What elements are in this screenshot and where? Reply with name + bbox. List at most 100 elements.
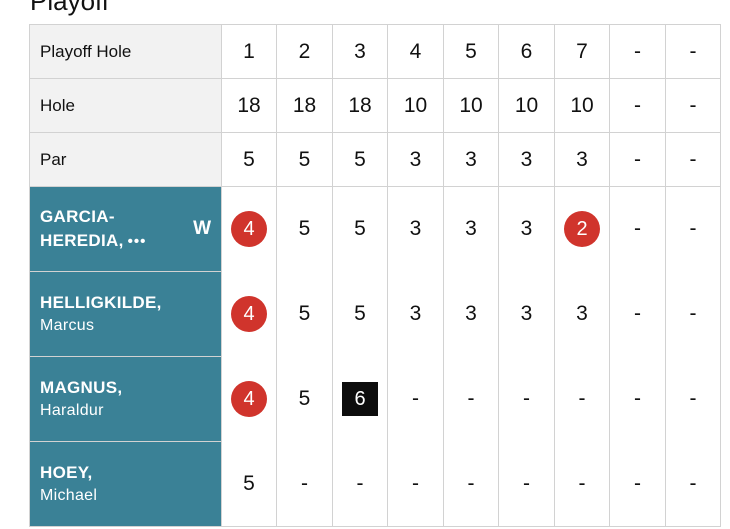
score-cell: 3 bbox=[498, 271, 555, 357]
score-cell: - bbox=[498, 356, 555, 442]
score-cell: 5 bbox=[332, 271, 388, 357]
player-row: MAGNUS, Haraldur 4 5 6 - - - - - - bbox=[29, 356, 721, 442]
score-value: 3 bbox=[520, 217, 533, 241]
player-last-name: HELLIGKILDE, bbox=[40, 293, 162, 312]
score-cell: 5 bbox=[276, 271, 333, 357]
header-cell: 18 bbox=[276, 78, 333, 133]
player-first-name: Haraldur bbox=[40, 402, 104, 419]
player-name-cell[interactable]: HELLIGKILDE, Marcus bbox=[29, 271, 222, 357]
player-name-line2: HEREDIA, ••• bbox=[40, 229, 213, 253]
header-cell: - bbox=[609, 78, 666, 133]
ellipsis-icon: ••• bbox=[127, 232, 147, 250]
score-cell: 5 bbox=[276, 186, 333, 272]
score-value: - bbox=[634, 471, 641, 495]
score-value: - bbox=[689, 302, 697, 325]
row-label: Hole bbox=[29, 78, 222, 133]
score-cell: 5 bbox=[221, 441, 277, 527]
player-last-name: HOEY, bbox=[40, 463, 93, 482]
playoff-scorecard-table: Playoff Hole 1 2 3 4 5 6 7- - Hole 18 18 18 10 10 10 10-… bbox=[29, 24, 721, 527]
header-cell: 4 bbox=[387, 24, 444, 79]
score-value: - bbox=[634, 217, 641, 241]
birdie-score: 2 bbox=[564, 211, 600, 248]
score-value: - bbox=[578, 471, 586, 495]
player-name-cell[interactable]: HOEY, Michael bbox=[29, 441, 222, 527]
header-cell: 6 bbox=[498, 24, 555, 79]
score-value: 5 bbox=[298, 302, 311, 325]
score-value: - bbox=[634, 387, 641, 410]
score-value: - bbox=[689, 217, 697, 241]
score-value: - bbox=[301, 471, 308, 495]
score-value: - bbox=[523, 387, 530, 410]
player-name-cell[interactable]: MAGNUS, Haraldur bbox=[29, 356, 222, 442]
score-cell: - bbox=[276, 441, 333, 527]
score-value: - bbox=[634, 302, 641, 325]
player-name-cell[interactable]: GARCIA- HEREDIA, ••• W bbox=[29, 186, 222, 272]
header-cell: - bbox=[665, 24, 721, 79]
header-cell: 10 bbox=[387, 78, 444, 133]
header-cell: 10 bbox=[443, 78, 499, 133]
header-cell: 3 bbox=[387, 132, 444, 187]
score-cell: - bbox=[387, 441, 444, 527]
header-cell: 1 bbox=[221, 24, 277, 79]
score-cell: 4 bbox=[221, 356, 277, 442]
score-cell: - bbox=[609, 186, 666, 272]
header-cell: 3 bbox=[554, 132, 610, 187]
score-cell: 4 bbox=[221, 271, 277, 357]
score-cell: - bbox=[609, 356, 666, 442]
header-cell: 10 bbox=[498, 78, 555, 133]
score-cell: - bbox=[665, 271, 721, 357]
score-value: - bbox=[578, 387, 586, 410]
header-cell: 3 bbox=[443, 132, 499, 187]
score-cell: - bbox=[554, 441, 610, 527]
player-first-name: Marcus bbox=[40, 317, 95, 334]
score-cell: - bbox=[498, 441, 555, 527]
header-cell: 5 bbox=[276, 132, 333, 187]
score-cell: - bbox=[609, 441, 666, 527]
score-value: 5 bbox=[298, 217, 311, 241]
row-label: Par bbox=[29, 132, 222, 187]
score-value: - bbox=[523, 471, 530, 495]
score-cell: 3 bbox=[498, 186, 555, 272]
score-cell: - bbox=[387, 356, 444, 442]
header-cell: 10 bbox=[554, 78, 610, 133]
score-value: - bbox=[689, 387, 697, 410]
score-cell: 3 bbox=[554, 271, 610, 357]
player-row: HOEY, Michael 5 - - - - - - - - bbox=[29, 441, 721, 527]
header-cell: 5 bbox=[221, 132, 277, 187]
score-cell: - bbox=[665, 441, 721, 527]
header-cell: 3 bbox=[498, 132, 555, 187]
player-first-name: Michael bbox=[40, 487, 98, 504]
score-value: 3 bbox=[465, 217, 477, 241]
header-cell: 5 bbox=[443, 24, 499, 79]
header-cell: 18 bbox=[332, 78, 388, 133]
winner-badge: W bbox=[193, 218, 211, 239]
score-value: 3 bbox=[520, 302, 533, 325]
score-cell: - bbox=[443, 356, 499, 442]
birdie-score: 4 bbox=[231, 211, 267, 248]
score-cell: 5 bbox=[332, 186, 388, 272]
player-last-name-cont: HEREDIA, bbox=[40, 231, 124, 250]
score-value: - bbox=[412, 471, 419, 495]
score-value: - bbox=[356, 471, 364, 495]
player-last-name: MAGNUS, bbox=[40, 378, 123, 397]
player-row: GARCIA- HEREDIA, ••• W 4 5 5 3 3 3 2- - bbox=[29, 186, 721, 272]
par-row: Par 5 5 5 3 3 3 3- - bbox=[29, 132, 721, 187]
score-value: 3 bbox=[409, 302, 422, 325]
score-value: 5 bbox=[243, 471, 255, 495]
score-cell: - bbox=[609, 271, 666, 357]
score-value: 5 bbox=[298, 387, 311, 410]
score-cell: 3 bbox=[443, 271, 499, 357]
header-cell: 3 bbox=[332, 24, 388, 79]
birdie-score: 4 bbox=[231, 296, 267, 332]
score-value: - bbox=[467, 471, 475, 495]
header-cell: 2 bbox=[276, 24, 333, 79]
score-cell: - bbox=[665, 356, 721, 442]
score-value: 3 bbox=[409, 217, 422, 241]
header-cell: - bbox=[665, 132, 721, 187]
score-cell: - bbox=[443, 441, 499, 527]
score-cell: 3 bbox=[387, 271, 444, 357]
header-cell: 5 bbox=[332, 132, 388, 187]
score-cell: 4 bbox=[221, 186, 277, 272]
row-label: Playoff Hole bbox=[29, 24, 222, 79]
